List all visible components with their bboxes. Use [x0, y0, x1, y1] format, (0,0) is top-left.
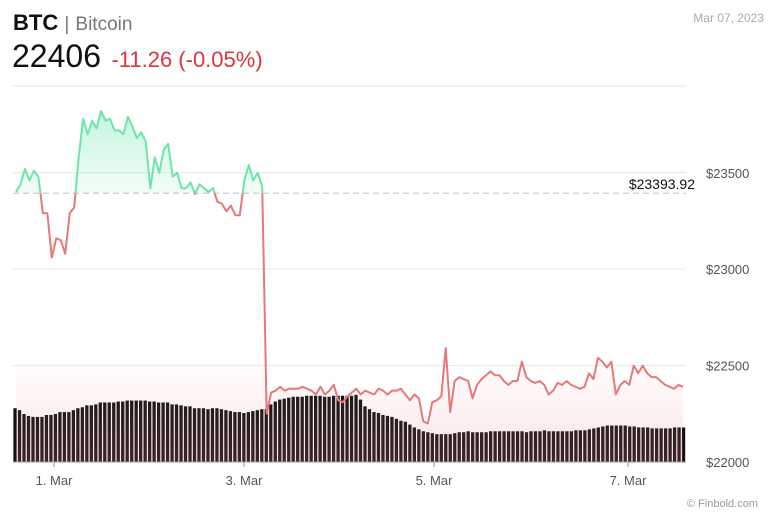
- x-tick-label: 1. Mar: [36, 473, 74, 488]
- price-row: 22406 -11.26 (-0.05%): [12, 38, 263, 75]
- current-price: 22406: [12, 38, 101, 74]
- price-line-down: [39, 193, 684, 425]
- x-tick-label: 7. Mar: [610, 473, 648, 488]
- chart-date: Mar 07, 2023: [693, 11, 764, 25]
- y-tick-label: $22500: [706, 359, 749, 374]
- volume-bar: [681, 427, 686, 462]
- ticker-name: Bitcoin: [75, 14, 133, 35]
- x-tick-label: 5. Mar: [416, 473, 454, 488]
- ticker-separator: |: [64, 14, 70, 35]
- price-change: -11.26 (-0.05%): [111, 47, 263, 72]
- price-line-up: [15, 110, 264, 194]
- x-tick-label: 3. Mar: [226, 473, 264, 488]
- ticker-header: BTC | Bitcoin: [13, 10, 132, 36]
- ticker-symbol: BTC: [13, 10, 59, 35]
- reference-label: $23393.92: [629, 176, 695, 192]
- y-tick-label: $22000: [706, 455, 749, 470]
- credit-label: © Finbold.com: [686, 498, 758, 510]
- area-fill-down: [16, 193, 683, 462]
- y-tick-label: $23000: [706, 262, 749, 277]
- y-tick-label: $23500: [706, 166, 749, 181]
- volume-bar: [13, 408, 17, 462]
